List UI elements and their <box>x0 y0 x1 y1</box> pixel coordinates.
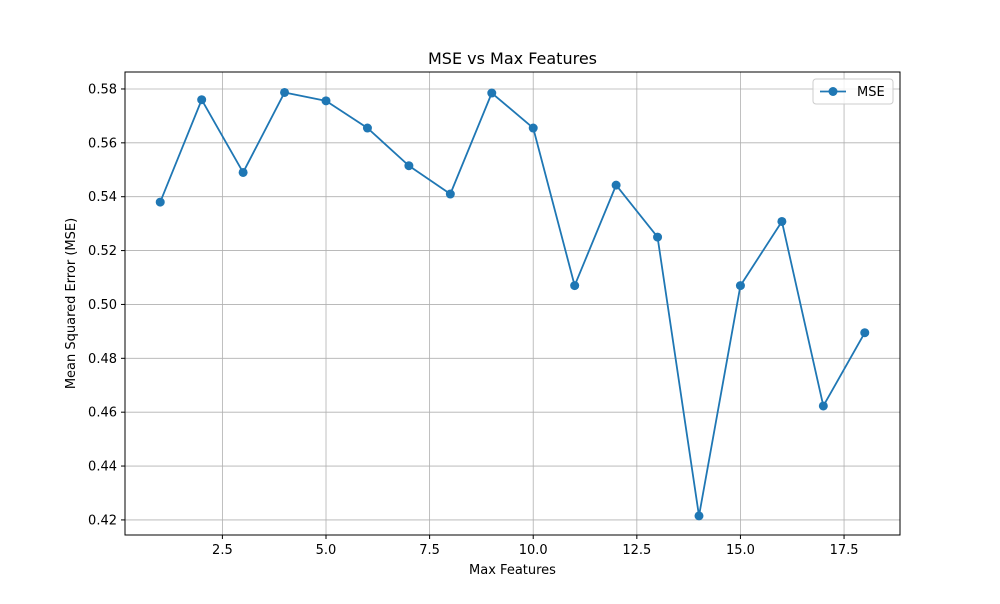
x-axis-label: Max Features <box>469 563 556 578</box>
data-point <box>404 161 414 171</box>
y-tick-label: 0.50 <box>88 298 117 313</box>
y-tick-label: 0.46 <box>88 406 117 421</box>
x-tick-label: 10.0 <box>519 543 548 558</box>
data-point <box>528 123 538 133</box>
y-tick-label: 0.44 <box>88 460 117 475</box>
data-point <box>860 328 870 338</box>
data-point <box>197 95 207 105</box>
legend: MSE <box>812 78 894 105</box>
data-point <box>445 189 455 199</box>
series-line <box>159 91 866 517</box>
y-axis-label: Mean Squared Error (MSE) <box>64 218 79 389</box>
data-point <box>653 232 663 242</box>
data-point <box>818 401 828 411</box>
data-point <box>611 180 621 190</box>
data-point <box>155 197 165 207</box>
data-point <box>238 167 248 177</box>
chart-title: MSE vs Max Features <box>428 49 597 68</box>
x-tick-label: 17.5 <box>830 543 859 558</box>
y-tick-label: 0.42 <box>88 513 117 528</box>
data-point <box>694 511 704 521</box>
legend-box <box>812 78 894 105</box>
x-tick-label: 15.0 <box>726 543 755 558</box>
data-point <box>735 281 745 291</box>
data-point <box>280 87 290 97</box>
y-tick-label: 0.54 <box>88 190 117 205</box>
series-layer <box>155 87 870 521</box>
x-tick-label: 2.5 <box>212 543 233 558</box>
data-point <box>321 96 331 106</box>
grid <box>125 72 900 535</box>
data-point <box>570 281 580 291</box>
legend-label: MSE <box>857 85 885 100</box>
legend-marker <box>828 87 838 96</box>
data-point <box>487 88 497 98</box>
x-tick-label: 7.5 <box>419 543 440 558</box>
y-tick-label: 0.58 <box>88 82 117 97</box>
ticks: 2.5 5.0 7.5 10.0 12.5 15.0 17.5 0.42 0.44 0.46 0.4… <box>88 82 858 558</box>
plot-area <box>124 71 901 536</box>
x-tick-label: 12.5 <box>622 543 651 558</box>
data-point <box>777 216 787 226</box>
y-tick-label: 0.48 <box>88 352 117 367</box>
y-tick-label: 0.52 <box>88 244 117 259</box>
data-point <box>362 123 372 133</box>
y-tick-label: 0.56 <box>88 136 117 151</box>
x-tick-label: 5.0 <box>316 543 337 558</box>
